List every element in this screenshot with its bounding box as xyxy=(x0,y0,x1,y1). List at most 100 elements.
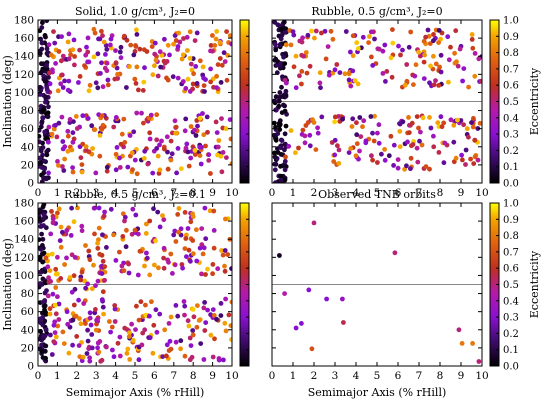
data-point xyxy=(436,28,442,33)
data-point xyxy=(113,60,119,66)
data-point xyxy=(58,244,64,250)
data-point xyxy=(185,149,191,155)
data-point xyxy=(96,225,102,231)
data-point xyxy=(439,124,445,130)
data-point xyxy=(118,141,124,147)
data-point xyxy=(388,55,394,61)
data-point xyxy=(38,207,43,213)
data-point xyxy=(147,272,153,278)
data-point xyxy=(159,138,164,144)
data-point xyxy=(204,114,210,120)
data-point xyxy=(90,146,95,151)
data-point xyxy=(67,275,73,280)
data-point xyxy=(229,299,232,305)
data-point xyxy=(195,123,200,129)
data-point xyxy=(45,147,51,153)
data-point xyxy=(372,36,377,42)
data-point xyxy=(48,231,54,237)
data-point xyxy=(355,81,361,87)
data-point xyxy=(134,27,139,33)
x-tick-label: 2 xyxy=(311,187,318,199)
data-point xyxy=(51,322,57,328)
data-point xyxy=(330,36,336,42)
data-point xyxy=(60,85,66,90)
data-point xyxy=(459,152,464,158)
data-point xyxy=(62,262,67,267)
y-axis-label: Inclination (deg) xyxy=(1,238,14,331)
data-point xyxy=(79,169,85,175)
colorbar-tick-label: 0.9 xyxy=(503,32,519,43)
data-point xyxy=(366,40,371,45)
y-tick-label: 40 xyxy=(21,324,34,336)
data-point xyxy=(96,205,102,211)
data-point xyxy=(151,206,156,212)
data-point xyxy=(469,120,474,125)
data-point xyxy=(382,42,388,48)
data-point xyxy=(384,69,390,74)
data-point xyxy=(305,32,311,38)
data-point xyxy=(194,81,200,86)
data-point xyxy=(50,220,56,226)
data-point xyxy=(167,52,172,58)
data-point xyxy=(144,221,149,227)
data-point xyxy=(131,129,137,135)
data-point xyxy=(208,171,213,176)
data-point xyxy=(39,231,44,237)
data-point xyxy=(43,355,48,361)
data-point xyxy=(212,43,218,48)
data-point xyxy=(152,63,157,69)
data-point xyxy=(297,73,302,79)
data-point xyxy=(157,224,163,230)
data-point xyxy=(168,346,174,352)
data-point xyxy=(217,56,223,61)
data-point xyxy=(417,138,422,144)
data-point xyxy=(39,68,45,74)
data-point xyxy=(60,164,65,169)
data-point xyxy=(470,341,475,346)
data-point xyxy=(190,307,196,312)
data-point xyxy=(272,41,278,47)
data-point xyxy=(203,143,208,149)
data-point xyxy=(127,357,133,362)
y-tick-label: 80 xyxy=(21,105,34,117)
data-point xyxy=(132,157,138,163)
data-point xyxy=(86,88,92,94)
data-point xyxy=(315,125,320,131)
data-point xyxy=(139,342,145,348)
data-point xyxy=(225,252,231,257)
data-point xyxy=(59,114,65,120)
data-point xyxy=(41,268,47,274)
data-point xyxy=(99,271,105,276)
data-point xyxy=(55,323,61,329)
data-point xyxy=(282,177,288,183)
data-point xyxy=(323,56,329,62)
data-point xyxy=(302,140,308,146)
data-point xyxy=(317,80,323,86)
x-tick-label: 9 xyxy=(458,187,465,199)
data-point xyxy=(199,271,204,277)
data-point xyxy=(194,324,200,330)
data-point xyxy=(297,38,303,44)
data-point xyxy=(475,126,481,131)
data-point xyxy=(332,114,338,120)
data-point xyxy=(427,115,432,120)
data-point xyxy=(224,77,230,83)
data-point xyxy=(217,40,223,45)
data-point xyxy=(211,313,217,318)
data-point xyxy=(44,152,50,158)
data-point xyxy=(49,209,54,214)
colorbar-tick-label: 0.9 xyxy=(503,215,519,226)
data-point xyxy=(73,114,79,119)
data-point xyxy=(461,66,467,71)
x-tick-label: 10 xyxy=(225,370,238,382)
data-point xyxy=(150,350,156,356)
data-point xyxy=(41,212,47,218)
data-point xyxy=(83,52,89,58)
data-point xyxy=(166,321,172,326)
x-tick-label: 3 xyxy=(332,187,339,199)
data-point xyxy=(87,257,93,263)
data-point xyxy=(456,327,462,333)
data-point xyxy=(92,231,97,237)
data-point xyxy=(322,28,328,34)
